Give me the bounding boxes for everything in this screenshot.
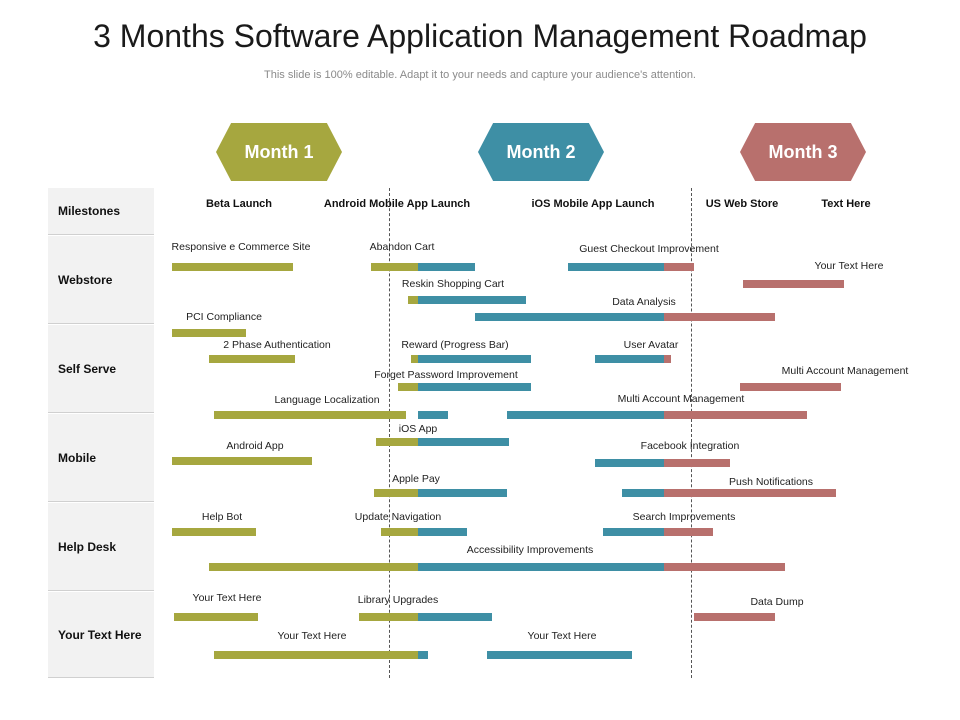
- milestone-ios-launch: iOS Mobile App Launch: [531, 198, 655, 210]
- task-bar-segment: [602, 528, 664, 536]
- task-label: Apple Pay: [392, 473, 440, 485]
- task-label: Android App: [226, 440, 284, 452]
- task-bar-segment: [410, 355, 418, 363]
- task-bar-segment: [418, 528, 468, 536]
- task-label: Reward (Progress Bar): [401, 339, 509, 351]
- task-label: Update Navigation: [354, 511, 442, 523]
- task-bar-segment: [418, 613, 492, 621]
- category-self-serve: Self Serve: [48, 325, 154, 413]
- task-label: 2 Phase Authentication: [223, 339, 331, 351]
- task-bar-segment: [208, 355, 295, 363]
- task-label: Your Text Here: [527, 630, 597, 642]
- task-bar-segment: [418, 383, 532, 391]
- task-bar-segment: [358, 613, 418, 621]
- task-bar-segment: [398, 383, 418, 391]
- category-help-desk: Help Desk: [48, 503, 154, 591]
- task-bar-segment: [664, 459, 731, 467]
- task-bar-segment: [381, 528, 418, 536]
- task-label: Facebook Integration: [640, 440, 740, 452]
- task-bar-segment: [213, 411, 406, 419]
- month-1-2-divider: [389, 188, 390, 678]
- task-bar-segment: [371, 263, 418, 271]
- task-bar-segment: [172, 528, 256, 536]
- task-bar-segment: [664, 563, 785, 571]
- milestone-us-web-store: US Web Store: [705, 198, 779, 210]
- task-bar-segment: [418, 489, 507, 497]
- category-mobile: Mobile: [48, 414, 154, 502]
- category-milestones: Milestones: [48, 188, 154, 235]
- task-label: Data Dump: [750, 596, 804, 608]
- task-bar-segment: [474, 313, 664, 321]
- task-bar-segment: [664, 528, 714, 536]
- task-bar-segment: [568, 263, 664, 271]
- task-bar-segment: [664, 355, 672, 363]
- task-label: PCI Compliance: [186, 311, 262, 323]
- task-bar-segment: [664, 313, 775, 321]
- category-your-text-here: Your Text Here: [48, 592, 154, 678]
- task-label: Search Improvements: [632, 511, 736, 523]
- task-bar-segment: [506, 411, 664, 419]
- milestone-beta-launch: Beta Launch: [205, 198, 273, 210]
- task-label: Language Localization: [274, 394, 380, 406]
- task-bar-segment: [486, 651, 632, 659]
- task-bar-segment: [742, 280, 844, 288]
- task-label: Your Text Here: [277, 630, 347, 642]
- task-label: Your Text Here: [192, 592, 262, 604]
- task-bar-segment: [408, 296, 418, 304]
- task-label: User Avatar: [623, 339, 679, 351]
- task-bar-segment: [418, 411, 448, 419]
- task-bar-segment: [172, 457, 313, 465]
- task-label: Responsive e Commerce Site: [171, 241, 311, 253]
- month-2-3-divider: [691, 188, 692, 678]
- task-label: Your Text Here: [814, 260, 884, 272]
- task-label: Multi Account Management: [617, 393, 745, 405]
- task-label: Forget Password Improvement: [374, 369, 518, 381]
- task-label: Guest Checkout Improvement: [579, 243, 719, 255]
- task-bar-segment: [376, 438, 418, 446]
- task-bar-segment: [664, 489, 837, 497]
- task-bar-segment: [740, 383, 842, 391]
- task-bar-segment: [418, 263, 475, 271]
- task-bar-segment: [213, 651, 418, 659]
- month-2-badge: Month 2: [478, 123, 604, 181]
- month-1-badge: Month 1: [216, 123, 342, 181]
- task-bar-segment: [664, 411, 807, 419]
- task-label: Accessibility Improvements: [466, 544, 594, 556]
- task-bar-segment: [622, 489, 664, 497]
- task-label: Data Analysis: [612, 296, 676, 308]
- task-bar-segment: [418, 296, 527, 304]
- task-label: iOS App: [398, 423, 438, 435]
- task-bar-segment: [418, 563, 664, 571]
- page-title: 3 Months Software Application Management…: [93, 18, 867, 54]
- task-bar-segment: [418, 438, 510, 446]
- task-bar-segment: [595, 459, 664, 467]
- task-bar-segment: [208, 563, 418, 571]
- task-bar-segment: [664, 263, 694, 271]
- task-bar-segment: [418, 651, 428, 659]
- task-label: Push Notifications: [728, 476, 814, 488]
- task-label: Reskin Shopping Cart: [401, 278, 505, 290]
- task-bar-segment: [693, 613, 775, 621]
- task-bar-segment: [373, 489, 418, 497]
- task-label: Library Upgrades: [357, 594, 439, 606]
- task-bar-segment: [418, 355, 532, 363]
- task-bar-segment: [595, 355, 664, 363]
- task-label: Abandon Cart: [369, 241, 435, 253]
- task-label: Help Bot: [201, 511, 243, 523]
- month-3-badge: Month 3: [740, 123, 866, 181]
- task-bar-segment: [172, 263, 293, 271]
- milestone-text-here: Text Here: [821, 198, 871, 210]
- task-bar-segment: [172, 329, 246, 337]
- task-bar-segment: [174, 613, 259, 621]
- category-webstore: Webstore: [48, 236, 154, 324]
- task-label: Multi Account Management: [781, 365, 909, 377]
- page-subtitle: This slide is 100% editable. Adapt it to…: [264, 69, 696, 81]
- milestone-android-launch: Android Mobile App Launch: [323, 198, 471, 210]
